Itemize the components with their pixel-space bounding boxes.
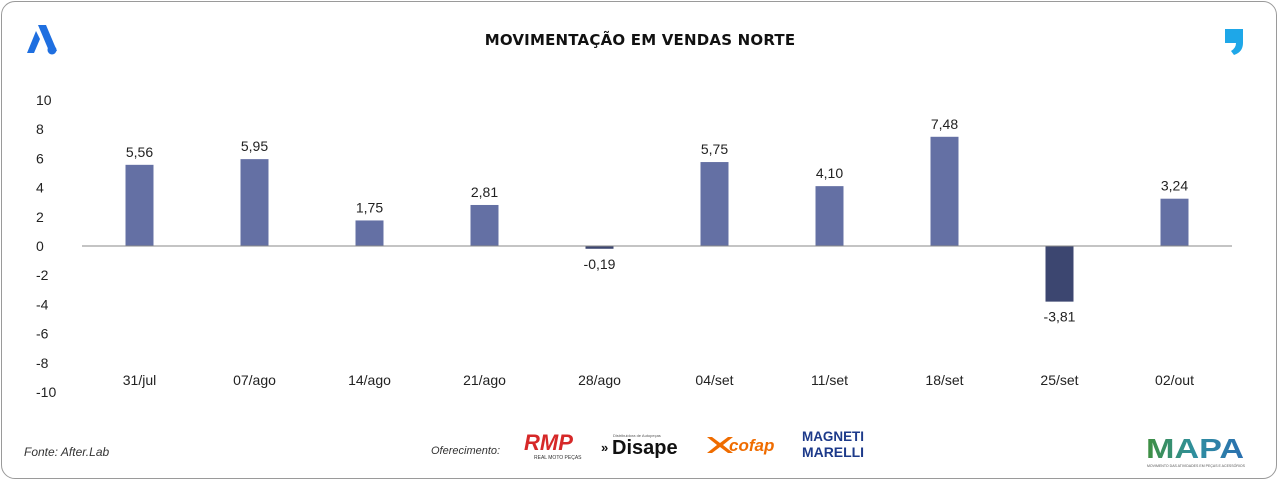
bar xyxy=(125,164,154,246)
magneti-logo-text-top: MAGNETI xyxy=(802,428,864,444)
after-lab-logo-icon xyxy=(27,25,57,55)
x-tick-label: 31/jul xyxy=(123,372,156,388)
bar xyxy=(700,162,729,246)
disape-logo-text: Disape xyxy=(612,437,678,459)
y-axis: 10 8 6 4 2 0 -2 -4 -6 -8 -10 xyxy=(36,92,56,400)
y-tick-label: -10 xyxy=(36,384,56,400)
bar xyxy=(930,136,959,246)
data-label: -3,81 xyxy=(1044,309,1076,325)
disape-logo: » Disape Distribuidora de Autopeças xyxy=(601,433,678,459)
y-tick-label: 0 xyxy=(36,238,44,254)
rmp-logo: RMP REAL MOTO PEÇAS xyxy=(524,430,582,461)
magneti-marelli-logo: MAGNETI MARELLI xyxy=(802,428,864,460)
y-tick-label: 8 xyxy=(36,121,44,137)
rmp-logo-text: RMP xyxy=(524,430,573,455)
data-label: 3,24 xyxy=(1161,178,1188,194)
data-label: 2,81 xyxy=(471,184,498,200)
data-labels: 5,56 5,95 1,75 2,81 -0,19 5,75 4,10 7,48 -3,81 3,… xyxy=(126,116,1188,325)
rmp-logo-subtext: REAL MOTO PEÇAS xyxy=(534,455,582,461)
svg-text:»: » xyxy=(601,440,608,455)
quote-mark-icon xyxy=(1225,29,1243,55)
x-tick-label: 28/ago xyxy=(578,372,621,388)
mapa-logo-text: MAPA xyxy=(1146,433,1244,464)
y-tick-label: 10 xyxy=(36,92,52,108)
disape-logo-subtext: Distribuidora de Autopeças xyxy=(613,433,661,438)
source-note: Fonte: After.Lab xyxy=(24,445,110,459)
x-tick-label: 04/set xyxy=(695,372,733,388)
x-tick-label: 25/set xyxy=(1040,372,1078,388)
data-label: 4,10 xyxy=(816,165,843,181)
x-tick-label: 11/set xyxy=(811,372,848,388)
bar xyxy=(815,186,844,246)
bar xyxy=(355,220,384,246)
y-tick-label: 4 xyxy=(36,180,44,196)
bar xyxy=(1160,198,1189,246)
y-tick-label: -2 xyxy=(36,267,49,283)
bar xyxy=(240,159,269,246)
x-axis: 31/jul 07/ago 14/ago 21/ago 28/ago 04/set 11/s… xyxy=(82,245,1232,388)
mapa-logo: MAPA MOVIMENTO DAS ATIVIDADES EM PEÇAS E… xyxy=(1146,433,1246,468)
y-tick-label: -6 xyxy=(36,326,49,342)
x-tick-label: 14/ago xyxy=(348,372,391,388)
cofap-logo-text: cofap xyxy=(729,436,774,455)
data-label: 7,48 xyxy=(931,116,958,132)
data-label: -0,19 xyxy=(584,256,616,272)
x-tick-label: 18/set xyxy=(925,372,963,388)
magneti-logo-text-bottom: MARELLI xyxy=(802,444,864,460)
data-label: 5,75 xyxy=(701,141,728,157)
sponsor-label: Oferecimento: xyxy=(431,445,501,457)
data-label: 1,75 xyxy=(356,199,383,215)
x-tick-label: 07/ago xyxy=(233,372,276,388)
bar xyxy=(1045,246,1074,302)
cofap-logo: cofap xyxy=(707,436,774,455)
y-tick-label: -4 xyxy=(36,296,49,312)
x-tick-label: 21/ago xyxy=(463,372,506,388)
y-tick-label: -8 xyxy=(36,355,49,371)
chart-title: MOVIMENTAÇÃO EM VENDAS NORTE xyxy=(484,31,796,49)
y-tick-label: 6 xyxy=(36,150,44,166)
x-tick-label: 02/out xyxy=(1155,372,1194,388)
mapa-logo-subtext: MOVIMENTO DAS ATIVIDADES EM PEÇAS E ACES… xyxy=(1147,463,1246,468)
bar xyxy=(585,246,614,249)
bars xyxy=(125,136,1189,302)
data-label: 5,95 xyxy=(241,138,268,154)
data-label: 5,56 xyxy=(126,144,153,160)
bar xyxy=(470,204,499,246)
y-tick-label: 2 xyxy=(36,209,44,225)
